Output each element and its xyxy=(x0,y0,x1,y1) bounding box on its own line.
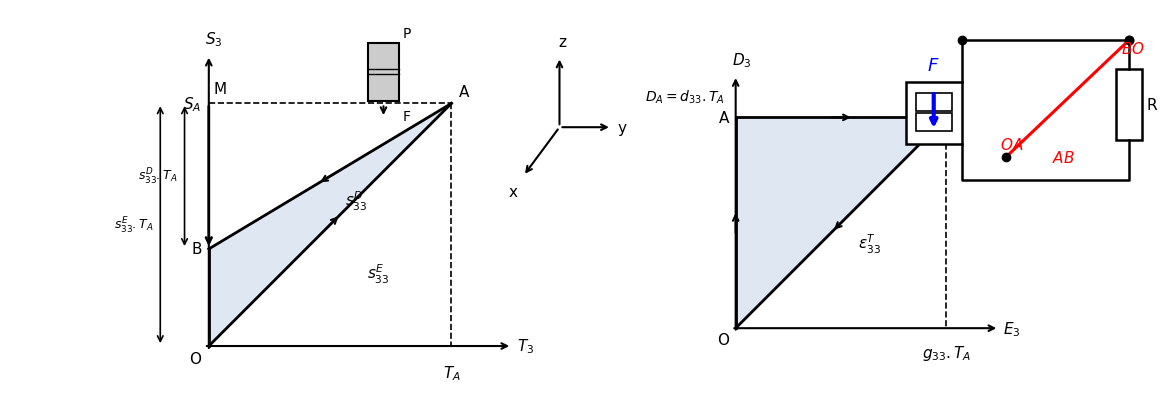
Text: O: O xyxy=(190,351,202,366)
Bar xyxy=(915,114,951,132)
Text: A: A xyxy=(458,84,469,99)
Text: $s_{33}^E.T_A$: $s_{33}^E.T_A$ xyxy=(113,215,153,235)
Text: $s_{33}^D$: $s_{33}^D$ xyxy=(345,190,367,213)
Text: $T_A$: $T_A$ xyxy=(443,363,461,382)
Text: B: B xyxy=(191,242,202,257)
Text: B: B xyxy=(953,99,963,114)
Text: P: P xyxy=(403,27,412,41)
Text: $E_3$: $E_3$ xyxy=(1004,319,1021,338)
Text: $AB$: $AB$ xyxy=(1052,150,1075,166)
Text: $S_A$: $S_A$ xyxy=(183,95,202,114)
Polygon shape xyxy=(736,118,947,328)
Text: x: x xyxy=(508,185,518,199)
Bar xyxy=(1116,70,1142,140)
Text: A: A xyxy=(719,111,730,126)
Text: O: O xyxy=(717,332,730,348)
Text: z: z xyxy=(557,34,566,50)
Text: $s_{33}^D.T_A$: $s_{33}^D.T_A$ xyxy=(138,167,177,187)
Text: M: M xyxy=(213,82,226,97)
Text: $s_{33}^E$: $s_{33}^E$ xyxy=(366,262,389,285)
Text: R: R xyxy=(1146,98,1158,113)
Bar xyxy=(367,44,399,102)
Text: $T_3$: $T_3$ xyxy=(517,337,534,356)
Text: $BO$: $BO$ xyxy=(1121,41,1145,57)
Text: $F$: $F$ xyxy=(927,57,940,74)
Text: $D_3$: $D_3$ xyxy=(732,51,752,70)
Bar xyxy=(906,83,962,145)
Text: $S_3$: $S_3$ xyxy=(205,30,223,48)
Bar xyxy=(915,94,951,112)
Text: $\varepsilon_{33}^T$: $\varepsilon_{33}^T$ xyxy=(858,233,880,256)
Text: $OA$: $OA$ xyxy=(1000,137,1024,153)
Text: $D_A = d_{33}.T_A$: $D_A = d_{33}.T_A$ xyxy=(645,88,725,106)
Text: F: F xyxy=(403,109,410,123)
Polygon shape xyxy=(209,104,451,346)
Text: y: y xyxy=(618,121,627,135)
Text: $g_{33}.T_A$: $g_{33}.T_A$ xyxy=(922,343,971,362)
